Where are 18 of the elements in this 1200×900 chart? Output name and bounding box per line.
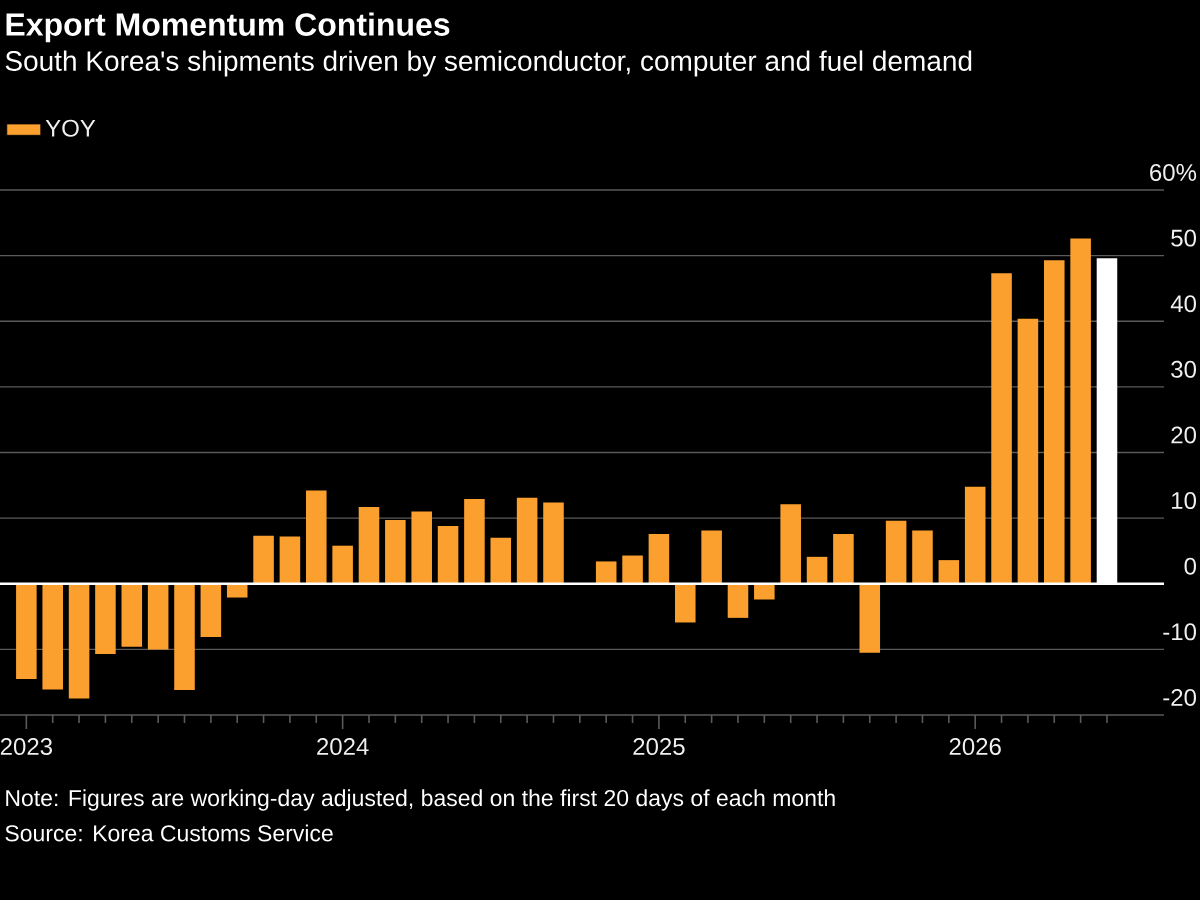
y-tick-label: -20 [1163,688,1196,706]
x-tick-label: 2023 [0,738,52,756]
text: Note: Figures are working-day adjusted, based on the first 20 days of each month [6,789,835,811]
y-tick-label: 60% [1150,163,1197,181]
chart-title: Export Momentum Continues [6,12,450,43]
y-tick-label: 0 [1184,557,1196,575]
source-note: Source: Korea Customs Service [5,824,333,842]
y-tick-label: -10 [1163,623,1196,641]
y-tick-label: 50 [1171,229,1196,247]
chart-subtitle: South Korea's shipments driven by semiconductor, computer and fuel demand [5,50,972,77]
x-tick-label: 2024 [317,738,369,756]
legend-label: YOY [45,119,96,137]
y-tick-label: 30 [1171,360,1196,378]
y-tick-label: 10 [1172,492,1196,510]
x-tick-label: 2025 [633,738,685,756]
y-tick-label: 40 [1170,295,1196,313]
x-tick-label: 2026 [949,738,1001,756]
y-tick-label: 20 [1171,426,1196,444]
